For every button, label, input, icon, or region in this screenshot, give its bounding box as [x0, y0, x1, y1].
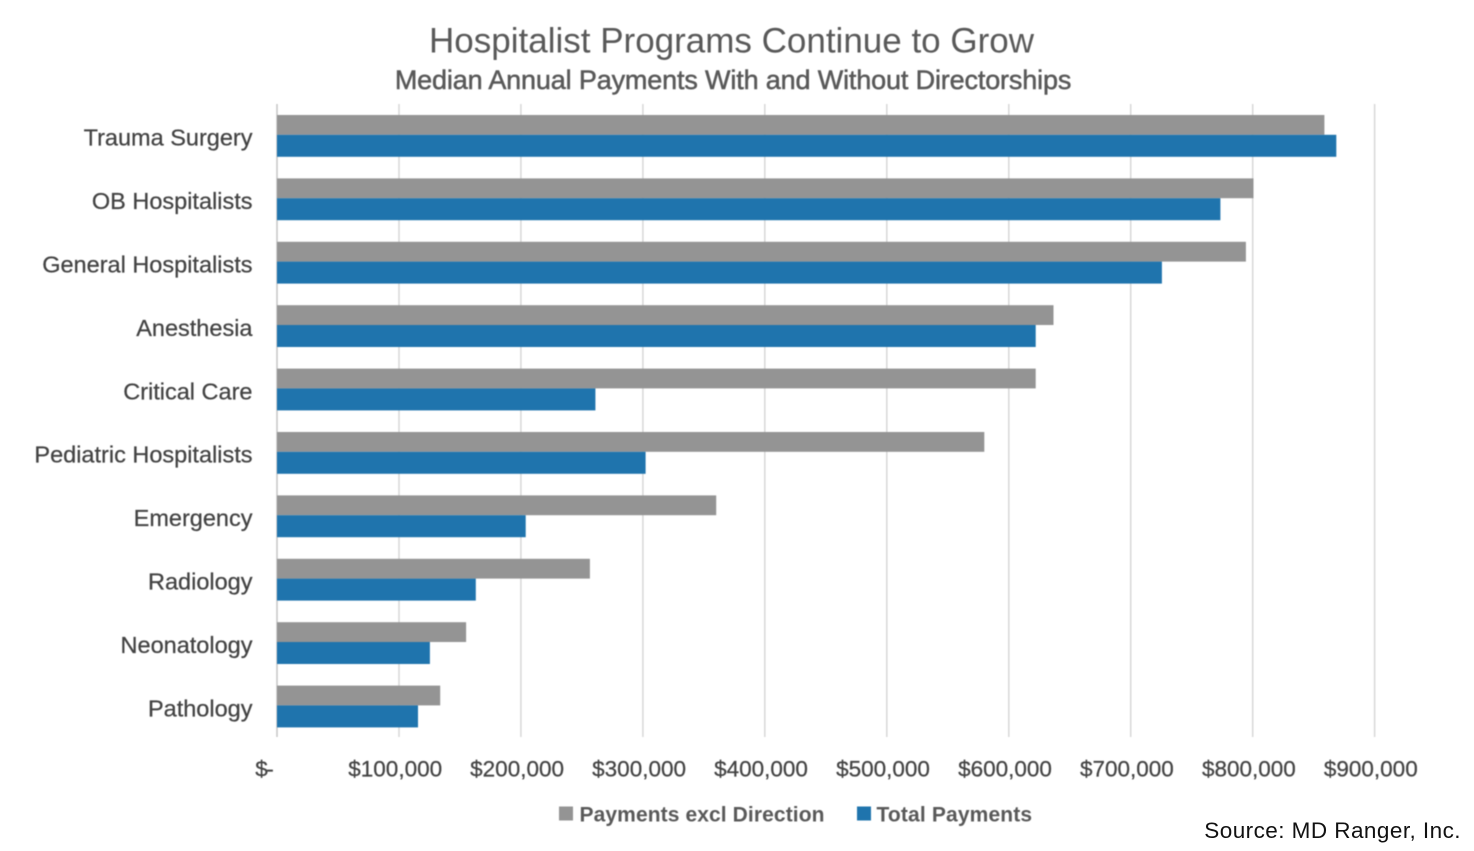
svg-text:$300,000: $300,000	[592, 757, 686, 782]
svg-text:$400,000: $400,000	[714, 757, 808, 782]
svg-text:Median Annual Payments With an: Median Annual Payments With and Without …	[395, 65, 1071, 95]
svg-text:$600,000: $600,000	[958, 757, 1052, 782]
svg-text:$200,000: $200,000	[470, 757, 564, 782]
svg-text:Neonatology: Neonatology	[121, 632, 253, 658]
svg-text:Trauma Surgery: Trauma Surgery	[84, 125, 253, 151]
svg-text:Source: MD Ranger, Inc.: Source: MD Ranger, Inc.	[1204, 818, 1461, 843]
svg-text:$-: $-	[255, 757, 273, 782]
svg-text:Total Payments: Total Payments	[877, 804, 1033, 827]
svg-text:Pediatric Hospitalists: Pediatric Hospitalists	[34, 442, 252, 468]
svg-text:Pathology: Pathology	[148, 695, 253, 721]
svg-text:Radiology: Radiology	[148, 569, 253, 595]
svg-text:General Hospitalists: General Hospitalists	[42, 252, 252, 278]
svg-text:Hospitalist Programs Continue: Hospitalist Programs Continue to Grow	[429, 22, 1035, 61]
svg-text:$900,000: $900,000	[1324, 757, 1418, 782]
svg-text:Critical Care: Critical Care	[123, 378, 252, 404]
svg-text:Payments excl Direction: Payments excl Direction	[580, 804, 825, 827]
svg-text:$800,000: $800,000	[1202, 757, 1296, 782]
svg-text:OB Hospitalists: OB Hospitalists	[92, 188, 253, 214]
svg-text:$700,000: $700,000	[1080, 757, 1174, 782]
svg-text:Anesthesia: Anesthesia	[136, 315, 253, 341]
svg-text:$100,000: $100,000	[348, 757, 442, 782]
svg-text:Emergency: Emergency	[134, 505, 253, 531]
svg-text:$500,000: $500,000	[836, 757, 930, 782]
